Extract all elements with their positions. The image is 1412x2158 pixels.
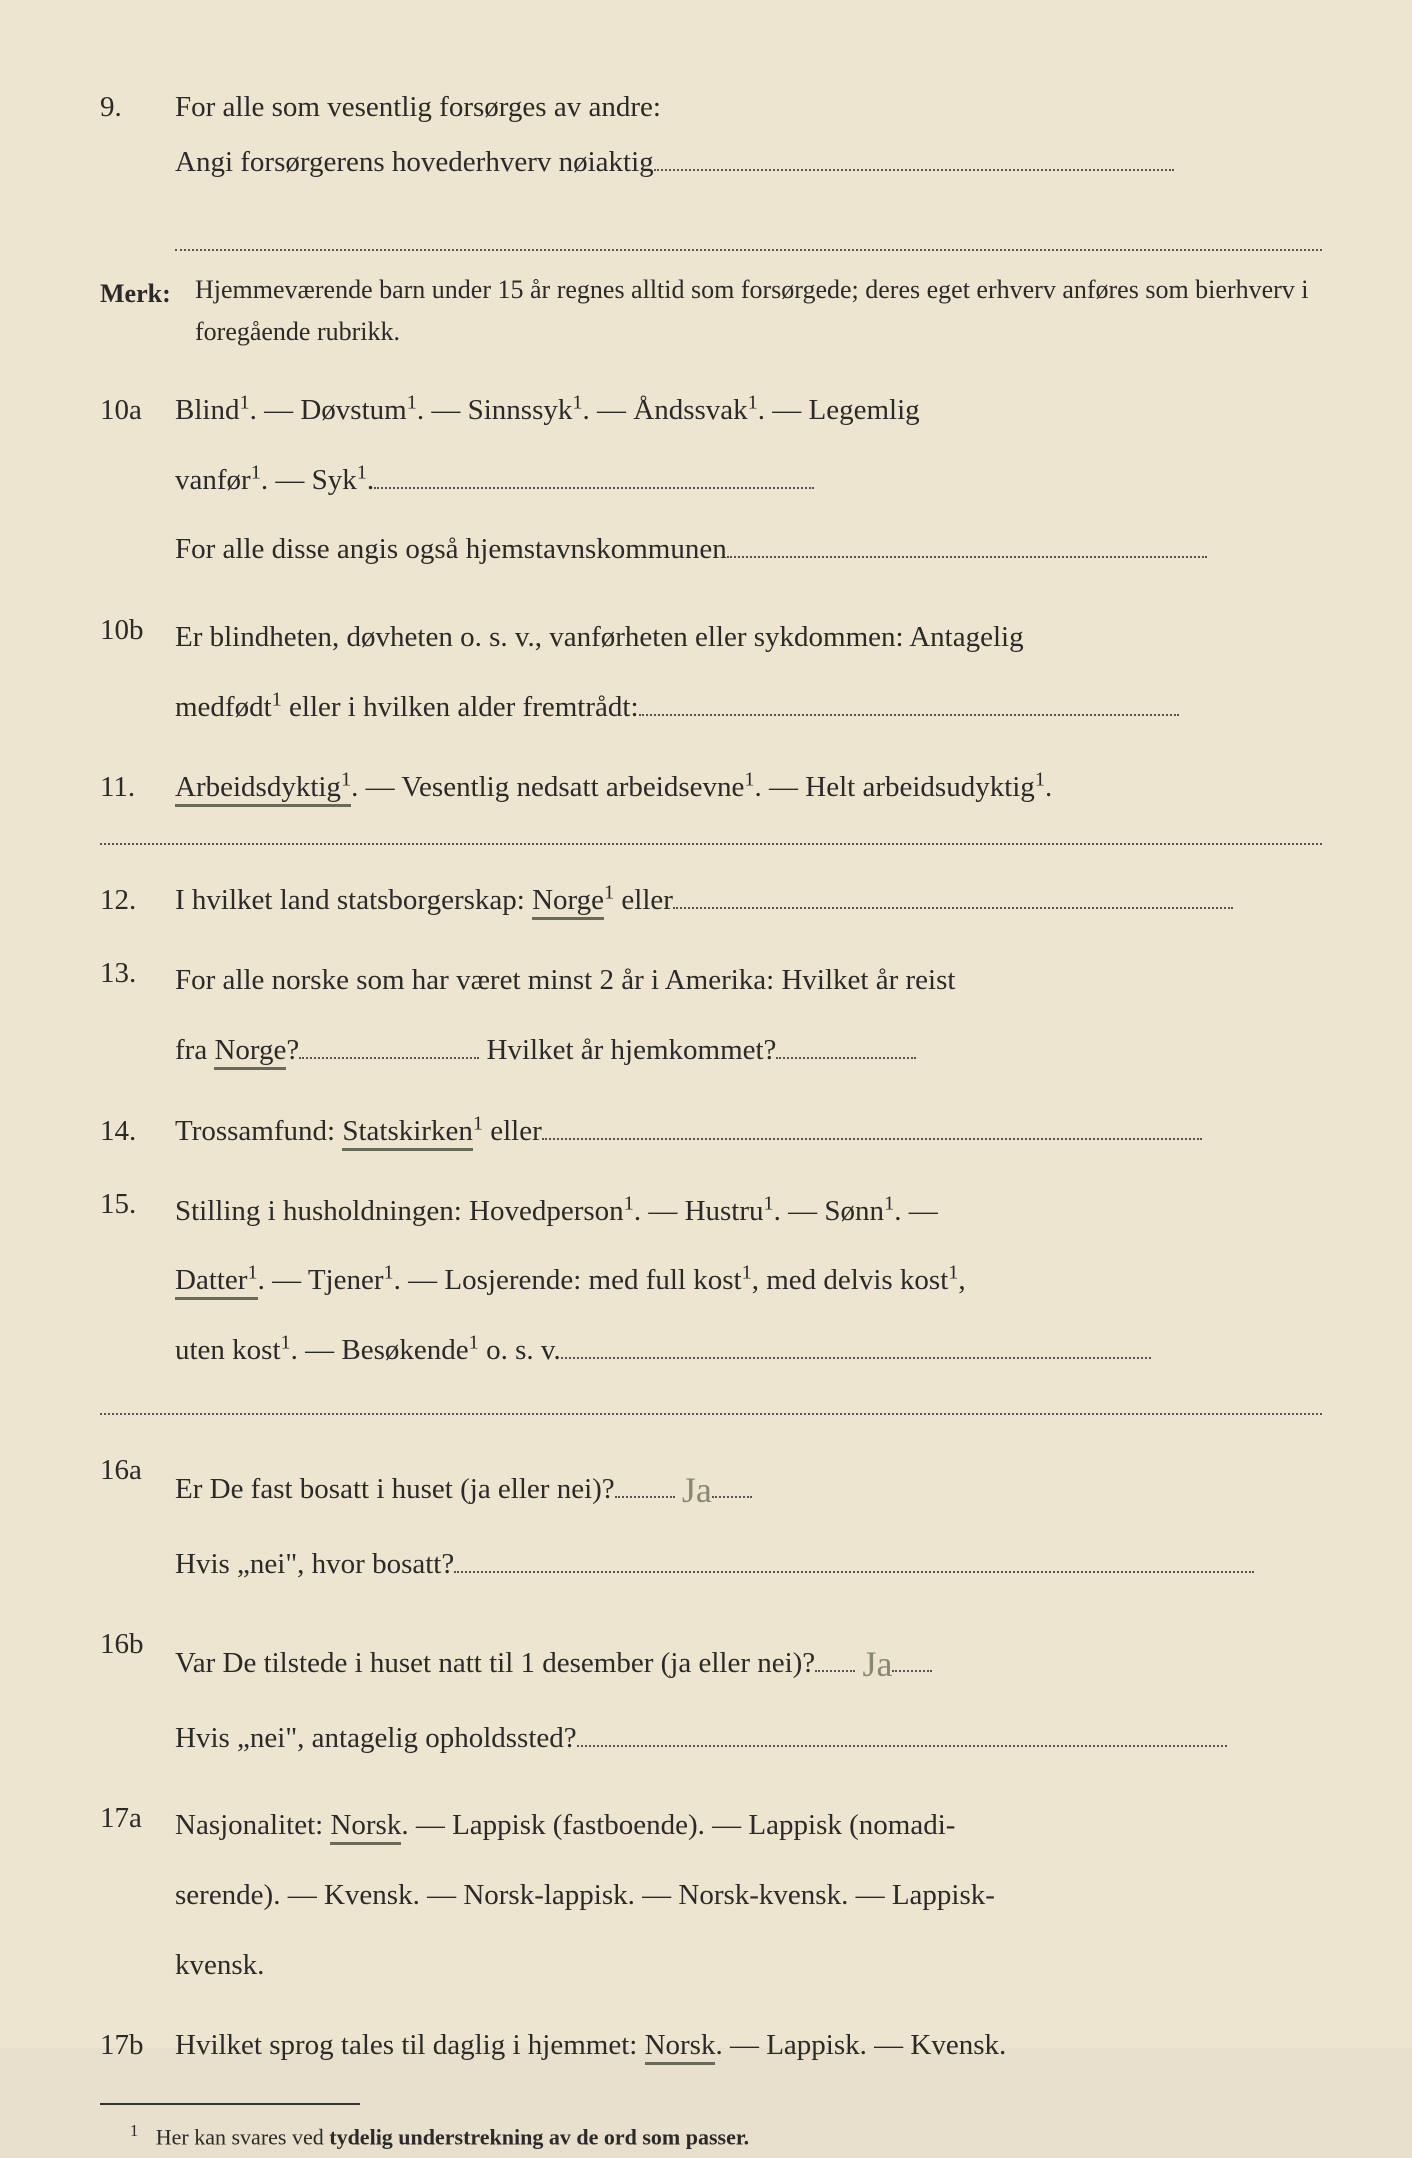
- question-10b: 10b Er blindheten, døvheten o. s. v., va…: [100, 603, 1322, 742]
- note-merk: Merk: Hjemmeværende barn under 15 år reg…: [100, 269, 1322, 352]
- blank-line: [673, 907, 1233, 909]
- underlined-answer: Statskirken: [342, 1115, 473, 1151]
- blank-line: [542, 1138, 1202, 1140]
- question-number: 16a: [100, 1443, 175, 1599]
- handwritten-answer: Ja: [862, 1621, 892, 1707]
- merk-label: Merk:: [100, 269, 195, 352]
- footnote: 1 Her kan svares ved tydelig understrekn…: [100, 2115, 1322, 2158]
- question-16a: 16a Er De fast bosatt i huset (ja eller …: [100, 1443, 1322, 1599]
- question-16b: 16b Var De tilstede i huset natt til 1 d…: [100, 1617, 1322, 1773]
- underlined-answer: Datter1: [175, 1264, 258, 1300]
- blank-line: [727, 556, 1207, 558]
- question-body: For alle norske som har været minst 2 år…: [175, 946, 1322, 1085]
- blank-line: [299, 1057, 479, 1059]
- q10a-line3: For alle disse angis også hjemstavnskomm…: [175, 515, 1322, 585]
- question-10a: 10a Blind1. — Døvstum1. — Sinnssyk1. — Å…: [100, 376, 1322, 585]
- question-number: 10b: [100, 603, 175, 742]
- question-number: 14.: [100, 1104, 175, 1159]
- question-17b: 17b Hvilket sprog tales til daglig i hje…: [100, 2018, 1322, 2073]
- blank-line: [654, 169, 1174, 171]
- blank-line: [374, 487, 814, 489]
- question-number: 13.: [100, 946, 175, 1085]
- underlined-answer: Arbeidsdyktig1: [175, 771, 351, 807]
- blank-line: [561, 1357, 1151, 1359]
- q9-line2: Angi forsørgerens hovederhverv nøiaktig: [175, 135, 1322, 190]
- question-body: Blind1. — Døvstum1. — Sinnssyk1. — Åndss…: [175, 376, 1322, 585]
- q9-line1: For alle som vesentlig forsørges av andr…: [175, 80, 1322, 135]
- question-body: Stilling i husholdningen: Hovedperson1. …: [175, 1177, 1322, 1386]
- underlined-answer: Norge: [532, 884, 604, 920]
- question-body: Var De tilstede i huset natt til 1 desem…: [175, 1617, 1322, 1773]
- question-number: 11.: [100, 760, 175, 815]
- merk-body: Hjemmeværende barn under 15 år regnes al…: [195, 269, 1322, 352]
- question-body: Er blindheten, døvheten o. s. v., vanfør…: [175, 603, 1322, 742]
- question-12: 12. I hvilket land statsborgerskap: Norg…: [100, 873, 1322, 928]
- underlined-answer: Norsk: [645, 2029, 716, 2065]
- q10a-line1: Blind1. — Døvstum1. — Sinnssyk1. — Åndss…: [175, 376, 1322, 446]
- question-13: 13. For alle norske som har været minst …: [100, 946, 1322, 1085]
- question-11: 11. Arbeidsdyktig1. — Vesentlig nedsatt …: [100, 760, 1322, 815]
- question-body: Arbeidsdyktig1. — Vesentlig nedsatt arbe…: [175, 760, 1322, 815]
- question-body: Er De fast bosatt i huset (ja eller nei)…: [175, 1443, 1322, 1599]
- question-number: 17b: [100, 2018, 175, 2073]
- blank-line: [454, 1571, 1254, 1573]
- blank-line: [776, 1057, 916, 1059]
- question-number: 9.: [100, 80, 175, 251]
- question-number: 15.: [100, 1177, 175, 1386]
- section-divider: [100, 1413, 1322, 1415]
- question-15: 15. Stilling i husholdningen: Hovedperso…: [100, 1177, 1322, 1386]
- blank-line: [639, 714, 1179, 716]
- underlined-answer: Norsk: [330, 1809, 401, 1845]
- question-17a: 17a Nasjonalitet: Norsk. — Lappisk (fast…: [100, 1791, 1322, 2000]
- question-number: 12.: [100, 873, 175, 928]
- question-body: Hvilket sprog tales til daglig i hjemmet…: [175, 2018, 1322, 2073]
- question-body: Trossamfund: Statskirken1 eller: [175, 1104, 1322, 1159]
- question-number: 10a: [100, 376, 175, 585]
- question-body: For alle som vesentlig forsørges av andr…: [175, 80, 1322, 251]
- question-body: I hvilket land statsborgerskap: Norge1 e…: [175, 873, 1322, 928]
- question-number: 17a: [100, 1791, 175, 2000]
- section-divider: [100, 843, 1322, 845]
- q10a-line2: vanfør1. — Syk1.: [175, 446, 1322, 516]
- question-14: 14. Trossamfund: Statskirken1 eller: [100, 1104, 1322, 1159]
- underlined-answer: Norge: [214, 1034, 286, 1070]
- blank-line: [577, 1745, 1227, 1747]
- question-9: 9. For alle som vesentlig forsørges av a…: [100, 80, 1322, 251]
- handwritten-answer: Ja: [682, 1447, 712, 1533]
- footnote-rule: [100, 2103, 360, 2105]
- question-number: 16b: [100, 1617, 175, 1773]
- blank-full-line: [175, 214, 1322, 251]
- question-body: Nasjonalitet: Norsk. — Lappisk (fastboen…: [175, 1791, 1322, 2000]
- document-page: 9. For alle som vesentlig forsørges av a…: [0, 0, 1412, 2048]
